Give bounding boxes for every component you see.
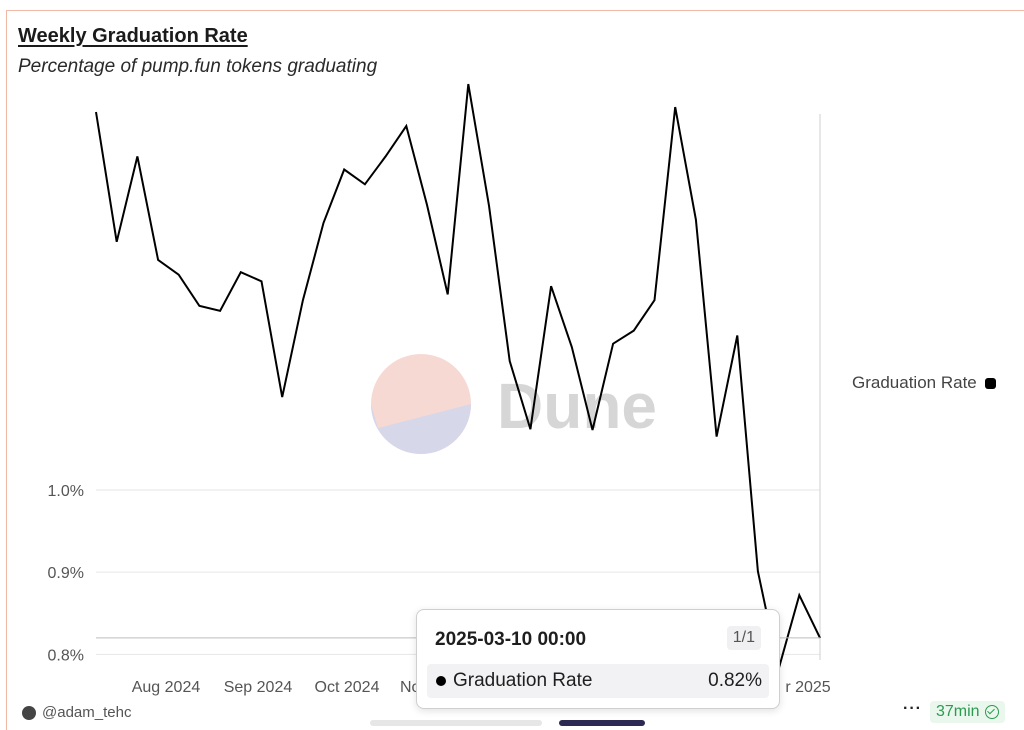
watermark-logo-bottom xyxy=(371,404,471,454)
watermark-text: Dune xyxy=(497,370,657,442)
y-axis-labels: 0.8% 0.9% 1.0% xyxy=(48,483,84,664)
tab-pill-active[interactable] xyxy=(559,720,645,726)
x-tick-label: Sep 2024 xyxy=(224,679,293,696)
x-axis-labels: Aug 2024 Sep 2024 Oct 2024 No r 2025 xyxy=(132,679,831,696)
check-circle-icon xyxy=(984,705,999,719)
chart-title[interactable]: Weekly Graduation Rate xyxy=(18,25,248,47)
tooltip-row: Graduation Rate 0.82% xyxy=(427,664,769,698)
more-options-button[interactable]: ··· xyxy=(903,700,922,717)
tooltip-series-value: 0.82% xyxy=(708,670,762,691)
legend[interactable]: Graduation Rate xyxy=(852,373,996,393)
tooltip-series-dot xyxy=(436,676,446,686)
refresh-status-badge[interactable]: 37min xyxy=(930,701,1005,723)
author-link[interactable]: @adam_tehc xyxy=(22,704,131,721)
tooltip-date: 2025-03-10 00:00 xyxy=(435,629,587,650)
x-tick-label: No xyxy=(400,679,421,696)
y-tick-label: 0.9% xyxy=(48,565,84,582)
legend-swatch xyxy=(984,377,996,389)
tooltip-page-indicator: 1/1 xyxy=(726,626,761,650)
user-avatar-icon xyxy=(22,705,36,720)
legend-label: Graduation Rate xyxy=(852,373,977,392)
author-name: @adam_tehc xyxy=(42,704,132,721)
x-tick-label: r 2025 xyxy=(785,679,830,696)
tab-pill-inactive[interactable] xyxy=(370,720,542,726)
x-tick-label: Oct 2024 xyxy=(315,679,380,696)
tooltip-series-name: Graduation Rate xyxy=(453,670,593,691)
chart-subtitle: Percentage of pump.fun tokens graduating xyxy=(18,56,378,77)
y-tick-label: 1.0% xyxy=(48,483,84,500)
x-tick-label: Aug 2024 xyxy=(132,679,201,696)
chart-card-border xyxy=(6,10,1024,730)
tooltip: 2025-03-10 00:00 1/1 Graduation Rate 0.8… xyxy=(416,609,780,709)
y-tick-label: 0.8% xyxy=(48,647,84,664)
dune-watermark: Dune xyxy=(371,354,657,454)
refresh-time: 37min xyxy=(936,703,980,720)
series-line[interactable] xyxy=(95,83,821,670)
